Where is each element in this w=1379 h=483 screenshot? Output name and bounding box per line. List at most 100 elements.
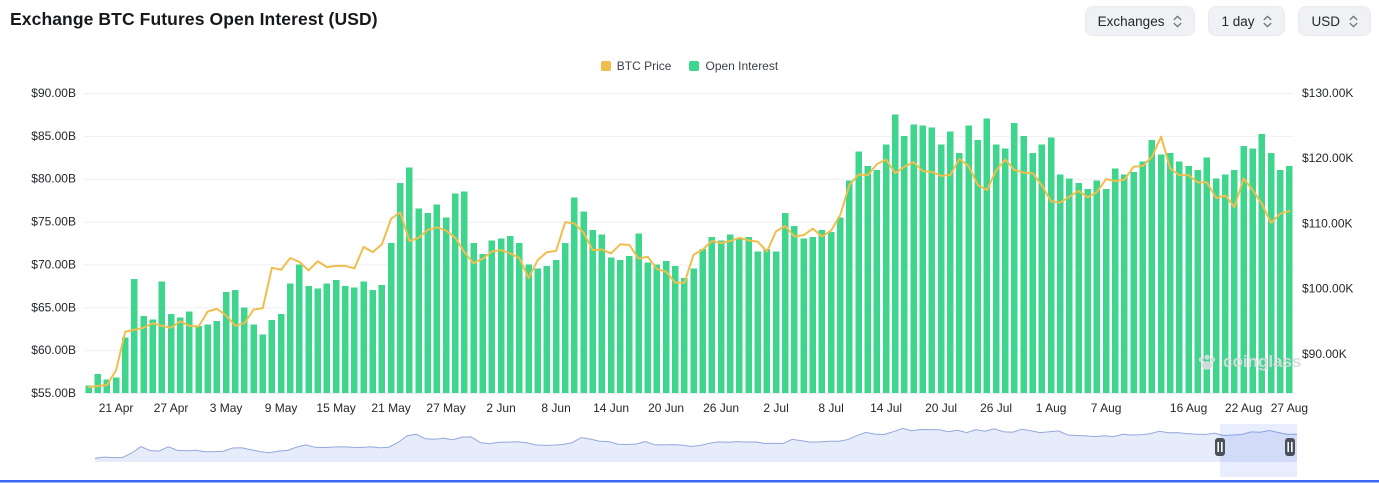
oi-bar[interactable] [85, 385, 92, 393]
oi-bar[interactable] [818, 230, 826, 393]
oi-bar[interactable] [607, 257, 615, 393]
oi-bar[interactable] [332, 279, 340, 393]
oi-bar[interactable] [461, 191, 468, 393]
oi-bar[interactable] [121, 337, 129, 393]
oi-bar[interactable] [396, 183, 404, 393]
oi-bar[interactable] [424, 213, 432, 393]
currency-select[interactable]: USD [1298, 6, 1371, 36]
oi-bar[interactable] [222, 291, 230, 393]
oi-bar[interactable] [497, 238, 505, 393]
oi-bar[interactable] [543, 266, 551, 393]
oi-bar[interactable] [149, 319, 157, 393]
oi-bar[interactable] [626, 255, 633, 393]
oi-bar[interactable] [323, 283, 331, 393]
oi-bar[interactable] [699, 249, 707, 393]
oi-bar[interactable] [204, 324, 212, 393]
oi-bar[interactable] [525, 264, 532, 393]
oi-bar[interactable] [1075, 183, 1082, 393]
oi-bar[interactable] [415, 208, 422, 393]
oi-bar[interactable] [681, 278, 688, 393]
oi-bar[interactable] [1258, 134, 1266, 393]
oi-bar[interactable] [112, 377, 120, 393]
oi-bar[interactable] [580, 211, 587, 393]
oi-bar[interactable] [176, 317, 184, 393]
oi-bar[interactable] [1029, 153, 1037, 393]
oi-bar[interactable] [974, 140, 982, 393]
oi-bar[interactable] [488, 240, 496, 393]
oi-bar[interactable] [552, 260, 560, 393]
oi-bar[interactable] [726, 234, 734, 393]
oi-bar[interactable] [1267, 153, 1275, 393]
oi-bar[interactable] [516, 243, 523, 393]
navigator-right-handle[interactable] [1285, 438, 1295, 456]
oi-bar[interactable] [442, 217, 450, 393]
oi-bar[interactable] [314, 288, 322, 393]
oi-bar[interactable] [1249, 148, 1257, 393]
oi-bar[interactable] [928, 127, 936, 393]
oi-bar[interactable] [800, 238, 807, 393]
legend-item-open-interest[interactable]: Open Interest [689, 59, 778, 73]
oi-bar[interactable] [901, 135, 908, 394]
oi-bar[interactable] [1093, 180, 1101, 393]
oi-bar[interactable] [671, 266, 679, 393]
oi-bar[interactable] [882, 144, 890, 393]
oi-bar[interactable] [305, 285, 312, 393]
oi-bar[interactable] [956, 153, 963, 393]
oi-bar[interactable] [1157, 154, 1165, 393]
oi-bar[interactable] [94, 374, 102, 393]
oi-bar[interactable] [387, 243, 395, 393]
oi-bar[interactable] [131, 279, 138, 393]
oi-bar[interactable] [708, 237, 716, 393]
oi-bar[interactable] [369, 290, 377, 393]
oi-bar[interactable] [910, 124, 917, 394]
open-interest-bars[interactable] [85, 114, 1293, 394]
exchanges-select[interactable]: Exchanges [1084, 6, 1196, 36]
oi-bar[interactable] [1066, 178, 1073, 393]
oi-bar[interactable] [745, 237, 752, 393]
oi-bar[interactable] [690, 268, 697, 393]
oi-bar[interactable] [1194, 170, 1202, 393]
oi-bar[interactable] [653, 264, 661, 393]
oi-bar[interactable] [864, 165, 872, 393]
oi-bar[interactable] [360, 281, 367, 393]
oi-bar[interactable] [1166, 153, 1174, 393]
oi-bar[interactable] [1020, 135, 1027, 394]
oi-bar[interactable] [451, 193, 459, 393]
oi-bar[interactable] [772, 251, 780, 393]
oi-bar[interactable] [1056, 174, 1064, 393]
oi-bar[interactable] [186, 311, 193, 393]
oi-bar[interactable] [836, 217, 844, 393]
oi-bar[interactable] [406, 167, 413, 393]
oi-bar[interactable] [1212, 178, 1220, 393]
oi-bar[interactable] [983, 118, 991, 394]
oi-bar[interactable] [1185, 165, 1192, 393]
oi-bar[interactable] [736, 238, 743, 393]
navigator-selection[interactable] [1220, 424, 1297, 477]
oi-bar[interactable] [351, 287, 358, 393]
oi-bar[interactable] [1102, 189, 1110, 393]
oi-bar[interactable] [1203, 157, 1211, 393]
oi-bar[interactable] [1276, 170, 1284, 393]
oi-bar[interactable] [341, 285, 349, 393]
oi-bar[interactable] [827, 231, 835, 393]
oi-bar[interactable] [195, 326, 202, 393]
oi-bar[interactable] [571, 197, 578, 393]
oi-bar[interactable] [1121, 174, 1128, 393]
oi-bar[interactable] [1240, 146, 1247, 393]
oi-bar[interactable] [891, 114, 899, 394]
oi-bar[interactable] [763, 249, 771, 393]
legend-item-btc-price[interactable]: BTC Price [600, 59, 671, 73]
oi-bar[interactable] [809, 237, 817, 393]
oi-bar[interactable] [846, 180, 853, 393]
oi-bar[interactable] [506, 236, 514, 393]
oi-bar[interactable] [250, 324, 257, 393]
oi-bar[interactable] [286, 283, 294, 393]
oi-bar[interactable] [1011, 123, 1018, 393]
oi-bar[interactable] [1001, 148, 1009, 393]
oi-bar[interactable] [965, 125, 972, 393]
oi-bar[interactable] [268, 320, 276, 393]
oi-bar[interactable] [158, 281, 166, 393]
oi-bar[interactable] [534, 268, 542, 393]
interval-select[interactable]: 1 day [1208, 6, 1286, 36]
oi-bar[interactable] [616, 260, 624, 393]
